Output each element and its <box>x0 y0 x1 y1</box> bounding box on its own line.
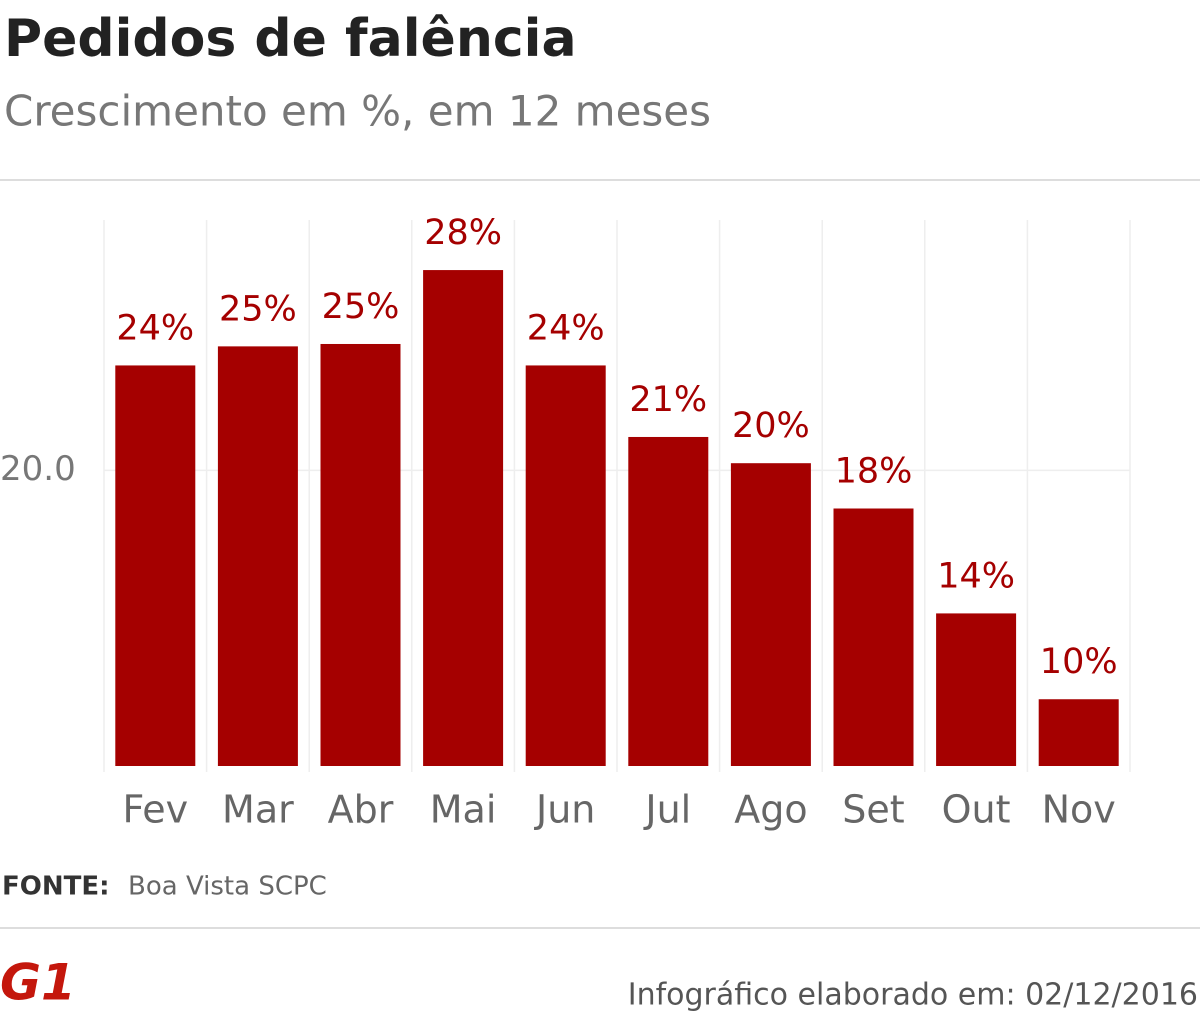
x-tick-label: Ago <box>734 788 807 832</box>
bar <box>1038 699 1119 766</box>
bar <box>936 613 1017 766</box>
value-label: 14% <box>937 556 1015 596</box>
x-tick-label: Abr <box>328 788 394 832</box>
value-label: 21% <box>629 380 707 420</box>
bar <box>833 508 914 766</box>
source-label: FONTE: <box>2 872 110 902</box>
bar <box>730 463 811 766</box>
x-tick-label: Set <box>842 788 904 832</box>
chart-title: Pedidos de falência <box>4 9 577 69</box>
value-label: 10% <box>1040 642 1118 682</box>
logo: G1 <box>0 954 76 1012</box>
value-label: 18% <box>835 451 913 491</box>
bar <box>628 436 709 766</box>
x-tick-label: Jun <box>534 788 595 832</box>
footer: Infográfico elaborado em: 02/12/2016 <box>628 978 1198 1013</box>
bar <box>115 365 196 766</box>
value-label: 25% <box>219 289 297 329</box>
value-label: 20% <box>732 406 810 446</box>
value-label: 24% <box>527 308 605 348</box>
y-tick-label: 20.0 <box>0 449 76 489</box>
x-tick-label: Fev <box>122 788 188 832</box>
bar <box>423 270 504 766</box>
source: Boa Vista SCPC <box>128 872 327 902</box>
x-tick-label: Out <box>942 788 1011 832</box>
x-tick-label: Nov <box>1042 788 1116 832</box>
chart-subtitle: Crescimento em %, em 12 meses <box>4 87 711 136</box>
value-label: 25% <box>322 287 400 327</box>
bar <box>320 343 401 766</box>
value-label: 24% <box>116 308 194 348</box>
x-tick-label: Mai <box>430 788 497 832</box>
x-tick-label: Mar <box>222 788 294 832</box>
bar <box>217 346 298 766</box>
x-tick-label: Jul <box>643 788 691 832</box>
value-label: 28% <box>424 213 502 253</box>
bar <box>525 365 606 766</box>
